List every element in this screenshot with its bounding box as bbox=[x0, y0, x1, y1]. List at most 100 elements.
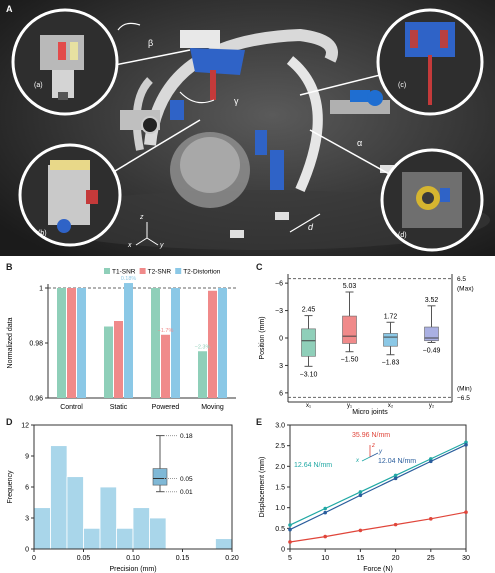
y-tick-label: 6 bbox=[279, 390, 283, 397]
category-label: x₂ bbox=[388, 403, 394, 409]
data-point bbox=[393, 476, 398, 481]
data-point bbox=[288, 527, 292, 532]
inset-box bbox=[152, 468, 168, 486]
limit-sublabel: (Min) bbox=[457, 385, 472, 392]
data-point bbox=[288, 523, 292, 527]
chart-c-svg: −6 −3 0 3 6 Position (mm) Micro joints 6.5 (Max)… bbox=[259, 274, 474, 416]
axis-z-label: z bbox=[140, 214, 144, 221]
inset-c-label: (c) bbox=[398, 82, 407, 89]
axis-y-label: y bbox=[160, 242, 164, 249]
triad-x bbox=[361, 456, 371, 462]
y-tick-label: 12 bbox=[21, 423, 29, 430]
y-tick-label: 6 bbox=[25, 485, 29, 492]
data-point bbox=[464, 443, 468, 447]
data-point bbox=[323, 534, 327, 539]
bar-t2-snr bbox=[114, 321, 123, 398]
data-point bbox=[323, 510, 327, 515]
y-tick-label: −6 bbox=[275, 281, 283, 288]
x-tick-label: 25 bbox=[427, 555, 435, 562]
y-axis-label: Frequency bbox=[7, 470, 14, 504]
x-tick-label: 0.10 bbox=[126, 555, 140, 562]
chart-d-svg: 0 3 6 9 12 0 0.05 0.10 0.15 0.20 Frequency Precisio… bbox=[7, 423, 239, 573]
bar-t2-snr bbox=[161, 334, 170, 398]
bar-t1-snr bbox=[104, 326, 113, 398]
x-axis-label: Precision (mm) bbox=[109, 566, 156, 573]
histogram-bar bbox=[50, 445, 68, 550]
panel-b-letter: B bbox=[6, 262, 13, 272]
x-tick-label: 5 bbox=[288, 555, 292, 562]
histogram-bar bbox=[215, 538, 233, 550]
min-label: −0.49 bbox=[423, 347, 441, 354]
triad-y bbox=[369, 452, 379, 458]
x-tick-label: 15 bbox=[357, 555, 365, 562]
x-axis-label: Micro joints bbox=[352, 409, 388, 415]
inset-c bbox=[376, 8, 484, 116]
category-label: x₁ bbox=[306, 403, 311, 409]
data-point bbox=[323, 506, 327, 511]
bar-t2-distortion bbox=[171, 288, 180, 398]
panel-d-letter: D bbox=[6, 417, 13, 427]
legend-label: T2-Distortion bbox=[183, 269, 221, 276]
gamma-label: γ bbox=[234, 96, 239, 106]
min-label: −1.83 bbox=[382, 360, 400, 367]
panel-c-letter: C bbox=[256, 262, 263, 272]
x-tick-label: 10 bbox=[321, 555, 329, 562]
max-label: 1.72 bbox=[384, 313, 398, 320]
y-tick-label: −3 bbox=[275, 308, 283, 315]
min-label: −3.10 bbox=[300, 371, 318, 378]
y-tick-label: 3 bbox=[25, 516, 29, 523]
arc-frame bbox=[144, 28, 338, 146]
panel-a-letter: A bbox=[6, 4, 13, 14]
data-point bbox=[429, 517, 433, 521]
x-axis-label: Force (N) bbox=[363, 566, 393, 573]
category-label: Moving bbox=[201, 404, 224, 411]
axis-x-label: x bbox=[128, 242, 132, 249]
histogram-bar bbox=[99, 486, 117, 550]
y-tick-label: 1.0 bbox=[275, 505, 285, 512]
histogram-bar bbox=[66, 476, 84, 550]
beta-label: β bbox=[148, 38, 154, 48]
bar-t2-distortion bbox=[218, 288, 227, 398]
plot-frame bbox=[33, 424, 233, 550]
robot-render bbox=[0, 0, 495, 256]
data-point bbox=[393, 473, 398, 478]
y-tick-label: 1.5 bbox=[275, 485, 285, 492]
histogram-bar bbox=[83, 527, 101, 550]
y-tick-label: 0.98 bbox=[29, 341, 43, 348]
data-point bbox=[464, 440, 468, 445]
bar-t2-snr bbox=[67, 288, 76, 398]
category-label: Powered bbox=[152, 404, 180, 411]
y-tick-label: 0 bbox=[281, 547, 285, 554]
triad-x-label: x bbox=[355, 458, 360, 464]
bar-t1-snr bbox=[151, 288, 160, 398]
y-axis-label: Displacement (mm) bbox=[259, 457, 266, 518]
inset-value-label: 0.18 bbox=[180, 433, 193, 440]
max-label: 3.52 bbox=[425, 297, 439, 304]
series-line bbox=[289, 444, 467, 531]
bar-t2-snr bbox=[208, 290, 217, 398]
needle-icon bbox=[210, 70, 216, 100]
max-label: 2.45 bbox=[302, 307, 316, 314]
y-tick-label: 2.5 bbox=[275, 443, 285, 450]
data-annotation: 0.18% bbox=[121, 276, 137, 282]
legend-label: T2-SNR bbox=[148, 269, 172, 276]
data-point bbox=[429, 457, 433, 461]
legend-swatch bbox=[175, 268, 182, 274]
y-tick-label: 0.5 bbox=[275, 526, 285, 533]
series-line bbox=[289, 511, 467, 543]
y-tick-label: 3.0 bbox=[275, 423, 285, 430]
inset-b-label: (b) bbox=[38, 230, 47, 237]
triad-z-label: z bbox=[371, 443, 375, 449]
category-label: Static bbox=[110, 404, 128, 411]
legend-swatch bbox=[104, 268, 110, 274]
panel-a-render: A bbox=[0, 0, 495, 256]
legend-swatch bbox=[139, 268, 146, 274]
series-label: 12.64 N/mm bbox=[294, 462, 332, 469]
panel-c: C −6 −3 0 3 6 Position (mm) Micro joints 6.5 (Ma… bbox=[252, 260, 495, 416]
d-label: d bbox=[308, 222, 314, 232]
y-tick-label: 2.0 bbox=[275, 464, 285, 471]
inset-d-label: (d) bbox=[398, 232, 407, 239]
triad-y-label: y bbox=[378, 449, 383, 455]
data-point bbox=[358, 493, 363, 498]
x-tick-label: 0 bbox=[32, 555, 36, 562]
